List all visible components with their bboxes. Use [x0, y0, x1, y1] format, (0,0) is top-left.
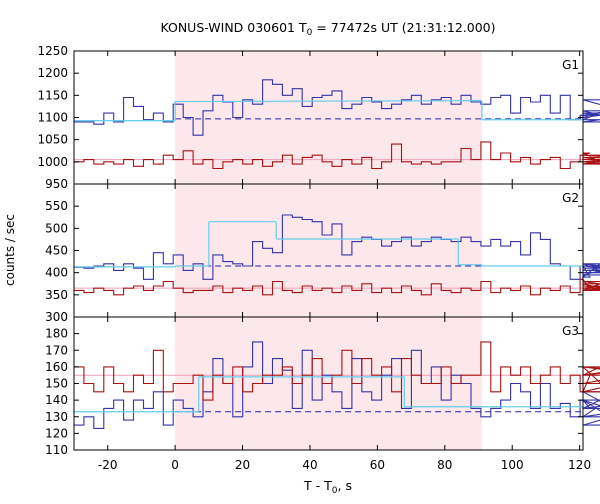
x-axis-label-rest: , s — [338, 478, 352, 493]
y-tick-label: 1150 — [37, 88, 68, 102]
x-tick-label: 80 — [437, 458, 452, 472]
x-axis-label-sub: 0 — [332, 486, 338, 496]
chart-title-sub: 0 — [307, 28, 313, 38]
x-tick-label: -20 — [98, 458, 118, 472]
y-tick-label: 950 — [45, 177, 68, 191]
x-axis-label: T - T0, s — [303, 478, 352, 496]
y-tick-label: 1250 — [37, 44, 68, 58]
y-tick-label: 1050 — [37, 133, 68, 147]
panel-label: G3 — [562, 324, 579, 338]
y-tick-label: 1100 — [37, 111, 68, 125]
y-tick-label: 550 — [45, 199, 68, 213]
y-tick-label: 1200 — [37, 66, 68, 80]
chart-title-rest: = 77472s UT (21:31:12.000) — [312, 20, 495, 35]
y-tick-label: 110 — [45, 443, 68, 457]
x-tick-label: 20 — [235, 458, 250, 472]
x-tick-label: 60 — [370, 458, 385, 472]
chart-title-main: KONUS-WIND 030601 T — [160, 20, 306, 35]
y-tick-label: 170 — [45, 343, 68, 357]
y-tick-label: 130 — [45, 410, 68, 424]
y-tick-label: 350 — [45, 288, 68, 302]
y-tick-label: 500 — [45, 221, 68, 235]
panel-label: G2 — [562, 191, 579, 205]
y-tick-label: 400 — [45, 266, 68, 280]
x-tick-label: 120 — [568, 458, 591, 472]
y-tick-label: 150 — [45, 377, 68, 391]
y-tick-label: 160 — [45, 360, 68, 374]
shaded-interval — [175, 184, 482, 317]
y-tick-label: 140 — [45, 393, 68, 407]
panel-g1: 950 1000 1050 1100 1150 1200 1250 G1 — [37, 44, 600, 191]
fit-segment — [175, 100, 482, 103]
y-tick-label: 180 — [45, 327, 68, 341]
x-axis-label-main: T - T — [303, 478, 332, 493]
panel-label: G1 — [562, 58, 579, 72]
x-tick-label: 0 — [171, 458, 179, 472]
y-tick-label: 120 — [45, 426, 68, 440]
panel-g3: 110 120 130 140 150 160 170 180 G3 — [45, 316, 600, 457]
x-tick-label: 40 — [302, 458, 317, 472]
chart-title: KONUS-WIND 030601 T0 = 77472s UT (21:31:… — [160, 20, 495, 38]
panels-group: 950100010501100115012001250G130035040045… — [37, 44, 600, 472]
histogram-series-red — [74, 278, 600, 296]
panel-g2: 300 350 400 450 500 550 G2 — [45, 183, 600, 324]
y-tick-label: 300 — [45, 310, 68, 324]
y-axis-label: counts / sec — [3, 214, 17, 286]
y-tick-label: 450 — [45, 244, 68, 258]
y-tick-label: 1000 — [37, 155, 68, 169]
x-tick-label: 100 — [501, 458, 524, 472]
